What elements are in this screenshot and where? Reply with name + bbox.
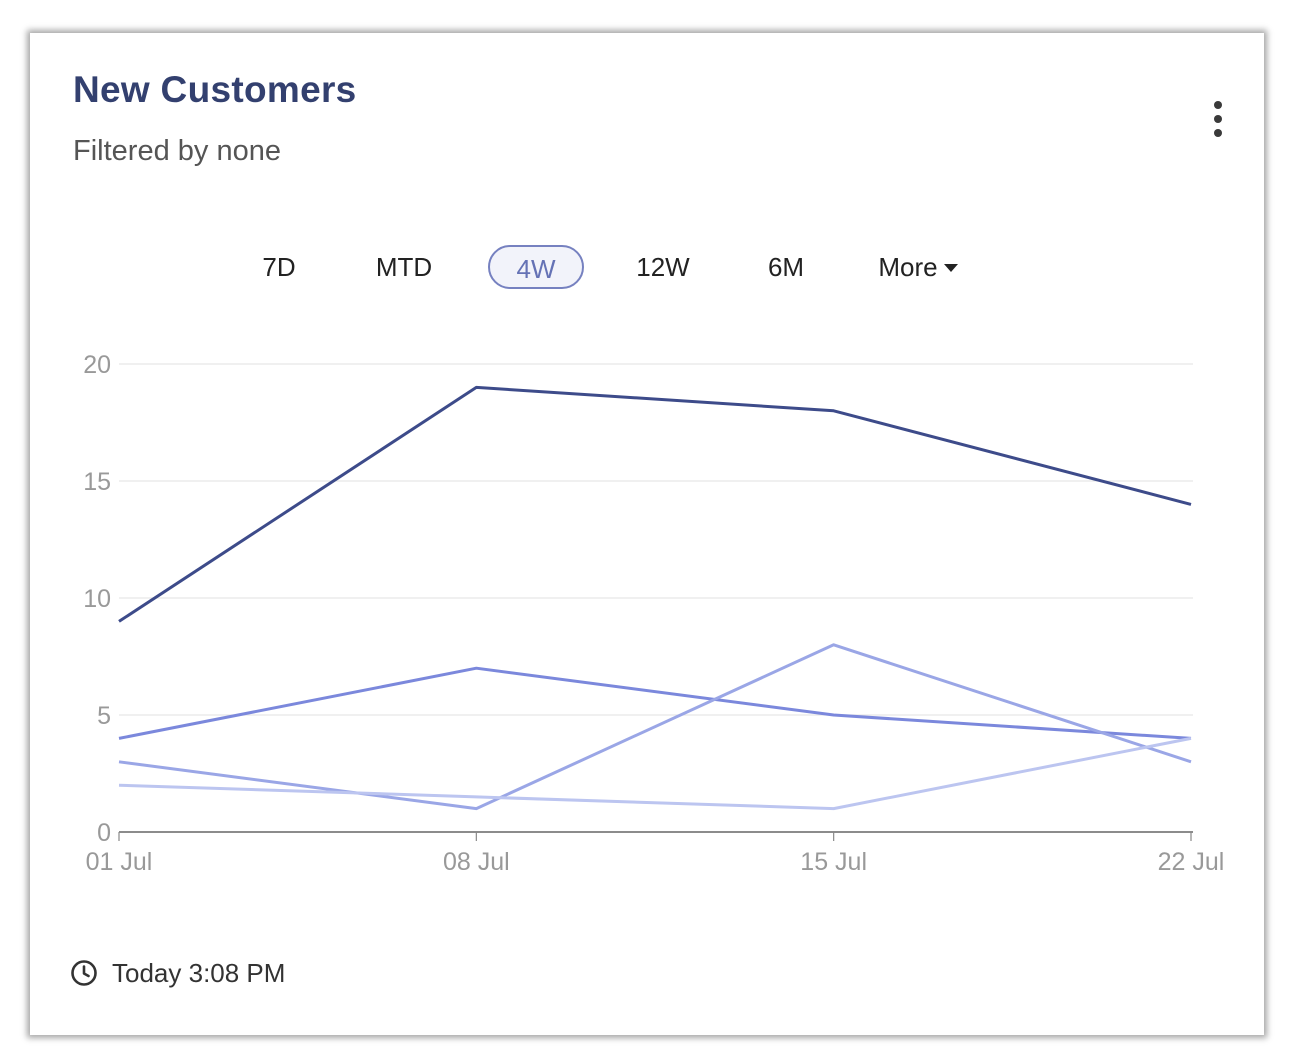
tab-mtd[interactable]: MTD [375, 252, 433, 282]
x-tick-label: 15 Jul [800, 848, 867, 876]
card-subtitle: Filtered by none [73, 135, 281, 167]
last-updated: Today 3:08 PM [70, 955, 285, 991]
card-title: New Customers [73, 69, 357, 110]
kebab-menu-icon[interactable] [1206, 101, 1230, 137]
series-line-4 [118, 736, 1192, 811]
y-tick-label: 5 [97, 702, 111, 730]
y-tick-label: 10 [83, 585, 111, 613]
caret-down-icon [943, 263, 958, 272]
time-range-tabs: 7D MTD 4W 12W 6M More [30, 245, 1264, 291]
series-line-1 [118, 385, 1192, 623]
tab-7d[interactable]: 7D [262, 252, 296, 282]
y-tick-label: 20 [83, 351, 111, 379]
chart-series-lines [118, 385, 1192, 811]
last-updated-text: Today 3:08 PM [112, 957, 286, 988]
tab-4w[interactable]: 4W [488, 245, 584, 289]
chart-gridlines [119, 363, 1193, 833]
new-customers-line-chart: 0 5 10 15 20 01 Jul 08 Jul 15 Jul 22 Jul [83, 351, 1225, 876]
y-tick-label: 0 [97, 819, 111, 847]
tab-12w[interactable]: 12W [636, 252, 690, 282]
series-line-3 [118, 643, 1192, 811]
series-line-2 [118, 666, 1192, 740]
chart-x-tick-labels: 01 Jul 08 Jul 15 Jul 22 Jul [86, 832, 1225, 876]
tab-6m[interactable]: 6M [767, 252, 805, 282]
tab-more-label: More [878, 252, 938, 282]
new-customers-card: New Customers Filtered by none 7D MTD 4W… [30, 33, 1264, 1035]
chart-y-tick-labels: 0 5 10 15 20 [83, 351, 111, 847]
x-tick-label: 08 Jul [443, 848, 510, 876]
tab-more-dropdown[interactable]: More [866, 245, 970, 289]
x-tick-label: 22 Jul [1158, 848, 1225, 876]
x-tick-label: 01 Jul [86, 848, 153, 876]
clock-icon [71, 960, 97, 986]
y-tick-label: 15 [83, 468, 111, 496]
